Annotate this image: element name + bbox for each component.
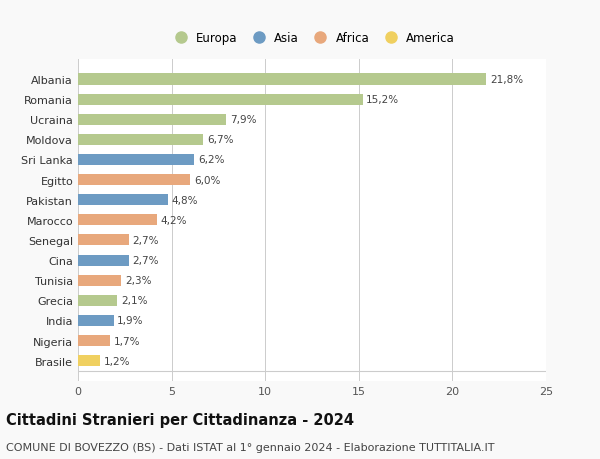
Legend: Europa, Asia, Africa, America: Europa, Asia, Africa, America (164, 27, 460, 50)
Bar (78, 114, 226, 125)
Bar (78, 315, 113, 326)
Bar (78, 355, 100, 366)
Bar (78, 255, 128, 266)
Text: 6,2%: 6,2% (198, 155, 224, 165)
Text: 21,8%: 21,8% (490, 75, 523, 85)
Bar (78, 295, 118, 306)
Bar (78, 134, 203, 146)
Text: 1,9%: 1,9% (118, 316, 144, 326)
Bar (78, 74, 486, 85)
Text: 1,7%: 1,7% (113, 336, 140, 346)
Bar (78, 235, 128, 246)
Text: 1,2%: 1,2% (104, 356, 131, 366)
Bar (78, 195, 168, 206)
Bar (78, 215, 157, 226)
Text: 4,2%: 4,2% (160, 215, 187, 225)
Text: 15,2%: 15,2% (366, 95, 400, 105)
Text: 6,0%: 6,0% (194, 175, 220, 185)
Text: 2,7%: 2,7% (132, 256, 159, 265)
Text: 2,3%: 2,3% (125, 275, 151, 285)
Bar (78, 335, 110, 346)
Text: 2,7%: 2,7% (132, 235, 159, 246)
Bar (78, 95, 362, 106)
Text: 6,7%: 6,7% (207, 135, 233, 145)
Text: Cittadini Stranieri per Cittadinanza - 2024: Cittadini Stranieri per Cittadinanza - 2… (6, 413, 354, 428)
Text: COMUNE DI BOVEZZO (BS) - Dati ISTAT al 1° gennaio 2024 - Elaborazione TUTTITALIA: COMUNE DI BOVEZZO (BS) - Dati ISTAT al 1… (6, 442, 494, 452)
Bar (78, 155, 194, 166)
Bar (78, 174, 190, 186)
Bar (78, 275, 121, 286)
Text: 4,8%: 4,8% (172, 195, 198, 205)
Text: 2,1%: 2,1% (121, 296, 148, 306)
Text: 7,9%: 7,9% (230, 115, 256, 125)
